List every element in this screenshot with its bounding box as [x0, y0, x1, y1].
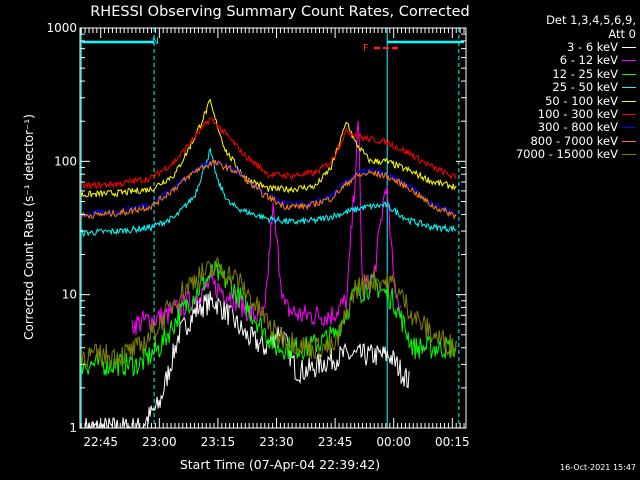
y-tick-label: 1000: [46, 21, 77, 35]
legend-label: 50 - 100 keV: [545, 93, 618, 108]
series-line-4: [80, 98, 457, 198]
chart-title: RHESSI Observing Summary Count Rates, Co…: [90, 4, 470, 20]
legend-entry: 50 - 100 keV: [470, 94, 636, 107]
legend-swatch: [622, 140, 636, 142]
series-line-0: [84, 291, 410, 429]
series-line-2: [80, 260, 457, 377]
annotation-f: F: [363, 43, 369, 54]
legend-detectors: Det 1,3,4,5,6,9,: [546, 13, 636, 28]
x-tick-label: 00:00: [376, 435, 411, 449]
y-tick-label: 1: [69, 421, 77, 435]
series-line-8: [80, 256, 457, 369]
legend-label: 300 - 800 keV: [537, 120, 618, 135]
legend-swatch: [622, 154, 636, 156]
legend-label: 6 - 12 keV: [559, 53, 618, 68]
series-line-7: [80, 159, 457, 221]
legend-swatch: [622, 87, 636, 89]
legend-label: 12 - 25 keV: [552, 66, 618, 81]
legend-attenuator: Att 0: [608, 26, 636, 41]
x-tick-label: 00:15: [435, 435, 470, 449]
legend: Det 1,3,4,5,6,9, Att 0 3 - 6 keV 6 - 12 k…: [470, 13, 636, 161]
legend-swatch: [622, 73, 636, 75]
legend-entry: 6 - 12 keV: [470, 54, 636, 67]
legend-entry: 300 - 800 keV: [470, 121, 636, 134]
legend-entry: 3 - 6 keV: [470, 39, 636, 54]
legend-label: 100 - 300 keV: [537, 106, 618, 121]
series-line-5: [81, 117, 457, 190]
x-tick-label: 23:30: [259, 435, 294, 449]
legend-swatch: [622, 127, 636, 129]
x-tick-label: 23:00: [142, 435, 177, 449]
legend-swatch: [622, 60, 636, 62]
series-line-1: [131, 120, 402, 335]
x-tick-label: 23:45: [318, 435, 353, 449]
legend-entry: 800 - 7000 keV: [470, 133, 636, 148]
series-line-3: [80, 147, 457, 237]
legend-label: 3 - 6 keV: [567, 39, 618, 54]
y-tick-label: 100: [54, 154, 77, 168]
plot-frame: [79, 27, 467, 429]
legend-entry: 12 - 25 keV: [470, 66, 636, 81]
legend-entry: 7000 - 15000 keV: [470, 148, 636, 161]
legend-swatch: [622, 46, 636, 48]
legend-swatch: [622, 100, 636, 102]
series-line-6: [80, 157, 457, 219]
legend-entry: 100 - 300 keV: [470, 106, 636, 121]
timestamp: 16-Oct-2021 15:47: [560, 463, 636, 472]
y-tick-label: 10: [62, 288, 77, 302]
legend-swatch: [622, 113, 636, 115]
legend-label: 7000 - 15000 keV: [515, 147, 618, 162]
x-tick-label: 23:15: [201, 435, 236, 449]
x-axis-label: Start Time (07-Apr-04 22:39:42): [180, 457, 380, 472]
legend-label: 800 - 7000 keV: [530, 133, 618, 148]
legend-label: 25 - 50 keV: [552, 80, 618, 95]
legend-entry: 25 - 50 keV: [470, 81, 636, 94]
annotation-n: N: [152, 37, 159, 47]
x-tick-label: 22:45: [83, 435, 118, 449]
y-axis-label: Corrected Count Rate (s⁻¹ detector⁻¹): [22, 114, 36, 340]
